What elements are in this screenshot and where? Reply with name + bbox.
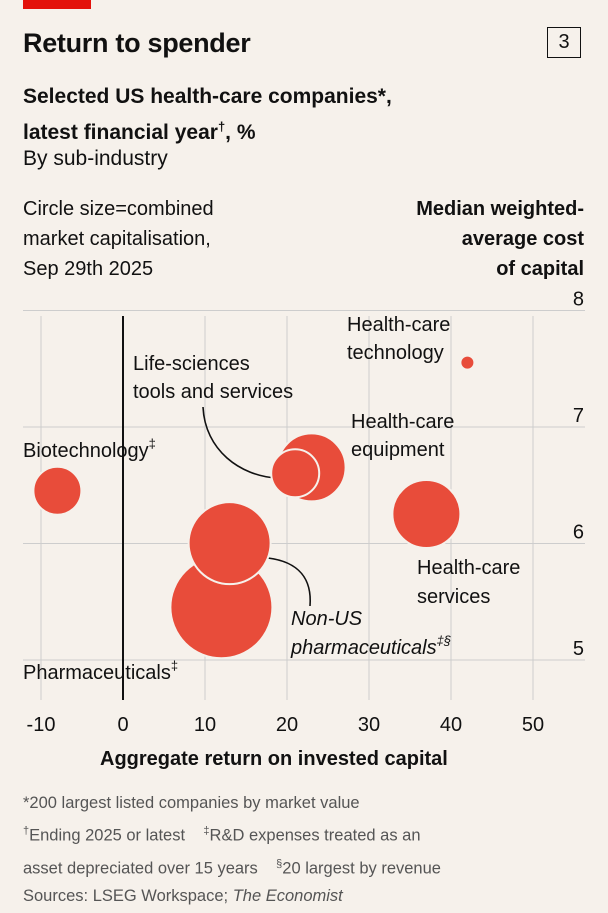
y-tick-label: 7 (573, 405, 584, 427)
x-tick-label: 0 (117, 714, 128, 736)
footnote-double-dagger: ‡ (203, 825, 210, 837)
footnotes: *200 largest listed companies by market … (23, 789, 441, 910)
label-biotechnology: Biotechnology‡ (23, 436, 156, 462)
bubble-non-us-pharmaceuticals (187, 501, 272, 586)
bubble-health-care-technology (459, 354, 476, 371)
label-health-care-equipment-2: equipment (351, 439, 445, 461)
x-axis-title: Aggregate return on invested capital (100, 748, 448, 770)
bubble-biotechnology (32, 465, 83, 516)
x-tick-labels: -10 0 10 20 30 40 50 (27, 714, 545, 736)
footnote-sources: Sources: LSEG Workspace; The Economist (23, 882, 441, 910)
label-pharmaceuticals: Pharmaceuticals‡ (23, 658, 178, 684)
y-axis-title: Median weighted- average cost of capital (416, 194, 584, 284)
subtitle-line-2: latest financial year†, % (23, 112, 392, 148)
bubbles (32, 354, 476, 660)
x-tick-label: 10 (194, 714, 216, 736)
label-health-care-technology-1: Health-care (347, 314, 450, 336)
chart-title: Return to spender (23, 28, 251, 58)
label-health-care-services-2: services (417, 586, 490, 608)
footnote-3: asset depreciated over 15 years §20 larg… (23, 850, 441, 883)
label-non-us-pharma-2: pharmaceuticals‡§ (290, 633, 451, 659)
sources-economist: The Economist (232, 887, 343, 905)
y-axis-title-line-3: of capital (496, 258, 584, 280)
size-note-line-2: market capitalisation, (23, 228, 211, 250)
footnote-2: †Ending 2025 or latest ‡R&D expenses tre… (23, 817, 441, 850)
byline: By sub-industry (23, 147, 168, 170)
nonus-connector (267, 557, 311, 607)
y-axis-title-line-2: average cost (461, 228, 584, 250)
lifesci-connector (202, 406, 278, 479)
y-tick-labels: 5 6 7 8 (573, 289, 584, 661)
subtitle-line-1: Selected US health-care companies*, (23, 85, 392, 108)
footnote-3b: 20 largest by revenue (282, 859, 441, 877)
chart-subtitle: Selected US health-care companies*, late… (23, 82, 392, 148)
footnote-1: *200 largest listed companies by market … (23, 794, 360, 812)
x-tick-label: 30 (358, 714, 380, 736)
y-axis-title-line-1: Median weighted- (416, 198, 584, 220)
y-tick-label: 8 (573, 289, 584, 311)
x-tick-label: 50 (522, 714, 544, 736)
subtitle-dagger: † (217, 119, 226, 134)
bubble-health-care-services (391, 479, 462, 550)
footnote-dagger: † (23, 825, 30, 837)
y-tick-label: 6 (573, 522, 584, 544)
brand-bar (23, 0, 91, 9)
label-health-care-services-1: Health-care (417, 557, 520, 579)
label-health-care-equipment-1: Health-care (351, 411, 454, 433)
label-health-care-technology-2: technology (347, 342, 444, 364)
chart-number: 3 (547, 27, 581, 58)
x-tick-label: -10 (27, 714, 56, 736)
bubble-labels: Health-care technology Life-sciences too… (23, 314, 520, 684)
footnote-section: § (276, 857, 283, 870)
x-tick-label: 40 (440, 714, 462, 736)
footnote-2a: Ending 2025 or latest (29, 826, 186, 845)
x-tick-label: 20 (276, 714, 298, 736)
subtitle-line-2b: , % (225, 121, 256, 144)
footnote-2b: R&D expenses treated as an (209, 826, 421, 845)
connectors (202, 406, 311, 607)
sources-text: Sources: LSEG Workspace; (23, 887, 229, 905)
label-life-sciences-2: tools and services (133, 381, 293, 403)
subtitle-line-2a: latest financial year (23, 121, 218, 144)
label-non-us-pharma-1: Non-US (291, 608, 363, 630)
size-note-line-3: Sep 29th 2025 (23, 258, 154, 280)
label-life-sciences-1: Life-sciences (133, 353, 250, 375)
size-note-line-1: Circle size=combined (23, 198, 214, 220)
footnote-3a: asset depreciated over 15 years (23, 859, 258, 877)
size-note: Circle size=combined market capitalisati… (23, 194, 214, 284)
y-tick-label: 5 (573, 638, 584, 660)
bubble-life-sciences-tools-and-services (270, 448, 321, 499)
